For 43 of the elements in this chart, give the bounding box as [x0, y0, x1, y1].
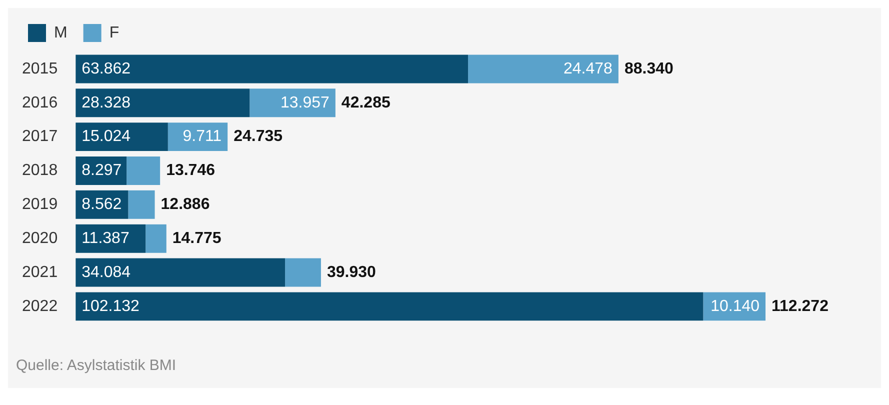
y-tick-label: 2018 [22, 162, 58, 180]
legend-label: M [54, 24, 68, 42]
total-label: 14.775 [172, 230, 222, 247]
y-tick-label: 2017 [22, 128, 58, 146]
bar [146, 224, 166, 253]
data-label: 28.328 [82, 94, 131, 112]
data-label: 24.478 [564, 60, 613, 78]
bar [128, 190, 155, 219]
y-tick-label: 2016 [22, 94, 58, 112]
total-label: 24.735 [234, 128, 283, 146]
legend-label: F [109, 24, 120, 42]
data-label: 9.711 [182, 128, 222, 146]
data-label: 8.562 [82, 196, 122, 214]
y-tick-label: 2020 [22, 230, 58, 247]
data-label: 63.862 [82, 60, 131, 78]
bar [168, 122, 228, 152]
bar [468, 54, 618, 84]
total-label: 42.285 [341, 94, 390, 112]
data-label: 11.387 [82, 230, 130, 247]
data-label: 15.024 [82, 128, 131, 146]
y-tick-label: 2021 [22, 264, 58, 281]
bar [76, 122, 168, 152]
data-label: 13.957 [280, 94, 330, 112]
data-label: 10.140 [710, 298, 760, 315]
data-label: 8.297 [82, 162, 122, 180]
total-label: 112.272 [772, 298, 829, 315]
source-note: Quelle: Asylstatistik BMI [16, 357, 176, 374]
total-label: 88.340 [624, 60, 674, 78]
y-tick-label: 2019 [22, 196, 58, 214]
bar [76, 292, 704, 321]
bar [76, 54, 468, 84]
bar [250, 88, 336, 118]
total-label: 12.886 [160, 196, 210, 214]
bar [76, 88, 250, 118]
y-tick-label: 2015 [22, 60, 58, 78]
bar [126, 156, 160, 185]
bar [285, 258, 321, 287]
total-label: 39.930 [326, 264, 376, 281]
data-label: 34.084 [82, 264, 131, 281]
total-label: 13.746 [166, 162, 216, 180]
y-tick-label: 2022 [22, 298, 58, 315]
bar [76, 258, 286, 287]
data-label: 102.132 [82, 298, 140, 315]
